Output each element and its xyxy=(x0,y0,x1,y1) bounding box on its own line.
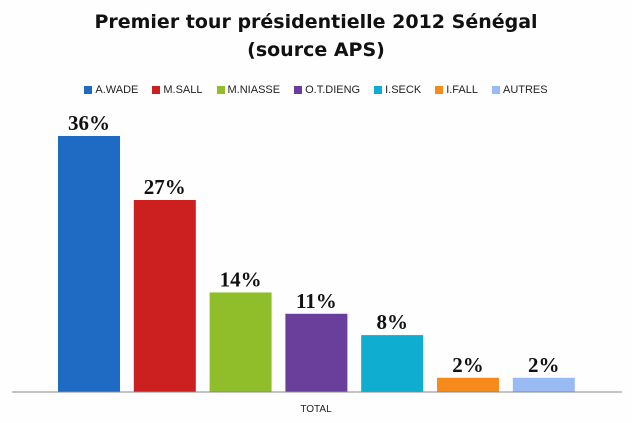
legend-item: A.WADE xyxy=(84,84,138,96)
data-label: 27% xyxy=(144,175,186,199)
chart-legend: A.WADE M.SALL M.NIASSE O.T.DIENG I.SECK I.FAL… xyxy=(0,84,632,96)
bar-autres xyxy=(512,377,575,392)
data-label: 8% xyxy=(376,310,408,334)
legend-label: O.T.DIENG xyxy=(305,84,361,96)
legend-item: I.SECK xyxy=(374,84,421,96)
bar-m-niasse xyxy=(209,292,272,392)
legend-swatch xyxy=(491,86,500,94)
chart-title-main: Premier tour présidentielle 2012 Sénégal xyxy=(94,11,538,33)
data-label: 36% xyxy=(68,111,110,135)
legend-item: AUTRES xyxy=(491,84,548,96)
legend-label: I.FALL xyxy=(446,84,478,96)
data-label: 11% xyxy=(296,289,337,313)
legend-item: M.NIASSE xyxy=(216,84,281,96)
legend-swatch xyxy=(374,86,383,94)
bar-a-wade xyxy=(58,136,120,392)
legend-label: M.NIASSE xyxy=(227,84,281,96)
legend-swatch xyxy=(216,86,225,94)
legend-label: AUTRES xyxy=(502,84,548,96)
legend-swatch xyxy=(435,86,444,94)
legend-item: I.FALL xyxy=(435,84,478,96)
legend-swatch xyxy=(84,86,93,94)
legend-item: O.T.DIENG xyxy=(294,84,360,96)
bar-o-t-dieng xyxy=(285,313,348,392)
data-label: 2% xyxy=(528,353,560,377)
legend-swatch xyxy=(294,86,303,94)
legend-label: I.SECK xyxy=(385,84,422,96)
data-label: 2% xyxy=(452,353,484,377)
chart-subtitle: (source APS) xyxy=(247,39,385,61)
chart-title: Premier tour présidentielle 2012 Sénégal… xyxy=(0,8,632,64)
data-label: 14% xyxy=(220,267,262,291)
legend-swatch xyxy=(152,86,161,94)
x-axis-category-label: TOTAL xyxy=(300,404,332,415)
bar-i-seck xyxy=(361,335,424,392)
legend-item: M.SALL xyxy=(152,84,203,96)
legend-label: A.WADE xyxy=(95,84,139,96)
legend-label: M.SALL xyxy=(163,84,203,96)
bar-i-fall xyxy=(437,377,499,392)
bar-m-sall xyxy=(133,200,196,392)
